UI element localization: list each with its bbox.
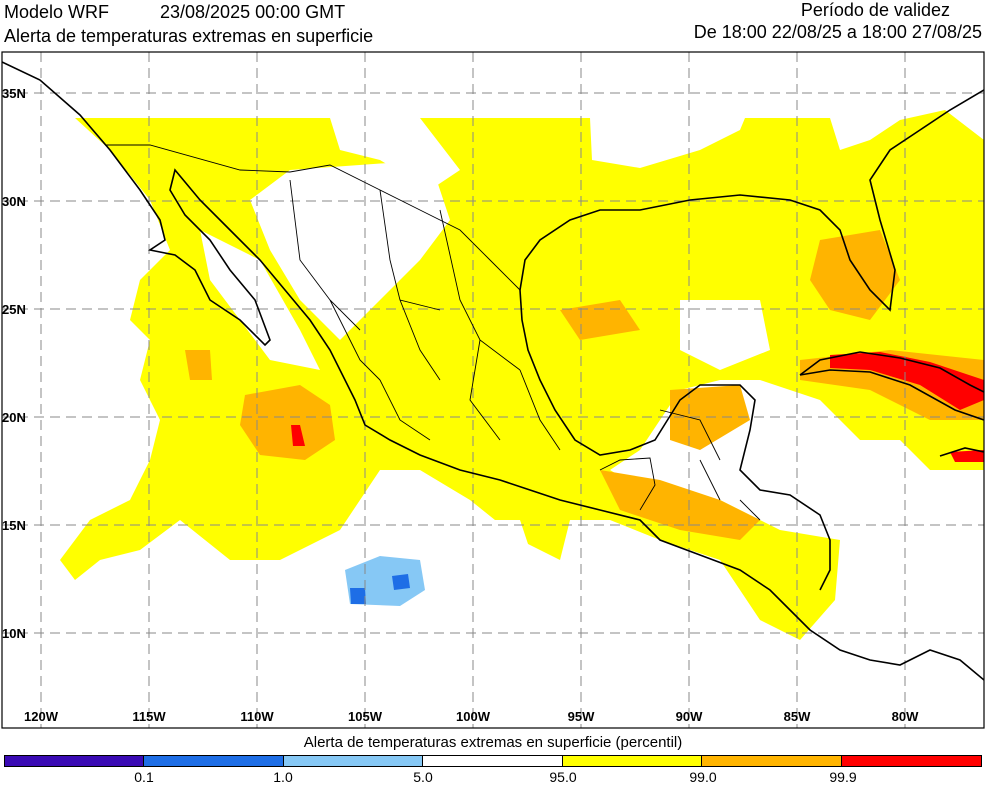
graticule <box>2 52 984 728</box>
lon-label-100w: 100W <box>456 709 490 724</box>
alert-zone-999-pacific <box>291 425 305 446</box>
colorbar-segment <box>144 756 284 766</box>
colorbar-title: Alerta de temperaturas extremas en super… <box>303 734 683 751</box>
lon-label-115w: 115W <box>132 709 166 724</box>
pacific-coastline <box>2 61 984 681</box>
lon-label-85w: 85W <box>783 709 811 724</box>
lat-label-20n: 20N <box>2 410 26 425</box>
colorbar-segment <box>841 756 981 766</box>
colorbar-label-1-0: 1.0 <box>273 769 293 785</box>
coastlines <box>2 61 984 681</box>
alert-hole-north-mexico <box>250 160 450 340</box>
lat-label-35n: 35N <box>2 86 26 101</box>
lon-label-95w: 95W <box>567 709 595 724</box>
alert-zone-999-hispaniola <box>950 450 984 462</box>
colorbar-label-5-0: 5.0 <box>413 769 433 785</box>
colorbar-segment <box>283 756 424 766</box>
alert-hole-gulf <box>680 300 770 370</box>
colorbar-label-95-0: 95.0 <box>549 769 577 785</box>
map-border <box>1 51 985 729</box>
map-subtitle: Alerta de temperaturas extremas en super… <box>4 26 374 46</box>
lon-label-90w: 90W <box>675 709 703 724</box>
alert-zone-99-central-america <box>600 470 760 540</box>
us-mexico-border <box>105 144 521 291</box>
colorbar-label-99-0: 99.0 <box>689 769 717 785</box>
lon-label-110w: 110W <box>240 709 274 724</box>
guatemala-border <box>599 457 656 511</box>
colorbar-segment <box>423 756 563 766</box>
lon-label-120w: 120W <box>24 709 58 724</box>
lon-label-105w: 105W <box>348 709 382 724</box>
lat-label-15n: 15N <box>2 518 26 533</box>
alert-zone-999-cuba <box>830 352 984 410</box>
validity-label: Período de validez <box>800 0 950 20</box>
colorbar-segment <box>702 756 842 766</box>
alert-hole-north-east <box>330 118 460 190</box>
validity-range: De 18:00 22/08/25 a 18:00 27/08/25 <box>693 22 982 42</box>
lat-label-25n: 25N <box>2 302 26 317</box>
colorbar <box>4 755 982 767</box>
lon-label-80w: 80W <box>891 709 919 724</box>
colorbar-label-99-9: 99.9 <box>829 769 857 785</box>
colorbar-segment <box>5 756 145 766</box>
borders <box>105 144 761 521</box>
gulf-coastline <box>519 89 984 312</box>
alert-zone-99-pacific-west <box>185 350 212 380</box>
state-borders <box>289 179 761 521</box>
map-panel <box>1 51 985 729</box>
hispaniola-coastline <box>939 447 984 457</box>
lat-label-10n: 10N <box>2 626 26 641</box>
lat-label-30n: 30N <box>2 194 26 209</box>
alert-zone-99-gulf-coast <box>560 300 640 340</box>
run-datetime: 23/08/2025 00:00 GMT <box>160 2 346 22</box>
model-name: Modelo WRF <box>4 2 110 22</box>
cuba-coastline <box>799 351 984 421</box>
alert-hole-pacific-coast <box>200 230 320 370</box>
colorbar-label-0-1: 0.1 <box>134 769 154 785</box>
colorbar-segment <box>562 756 703 766</box>
alert-hole-south-pacific <box>400 520 540 600</box>
gulf-west-coastline <box>519 289 831 591</box>
alert-zone-99-pacific <box>240 385 335 460</box>
